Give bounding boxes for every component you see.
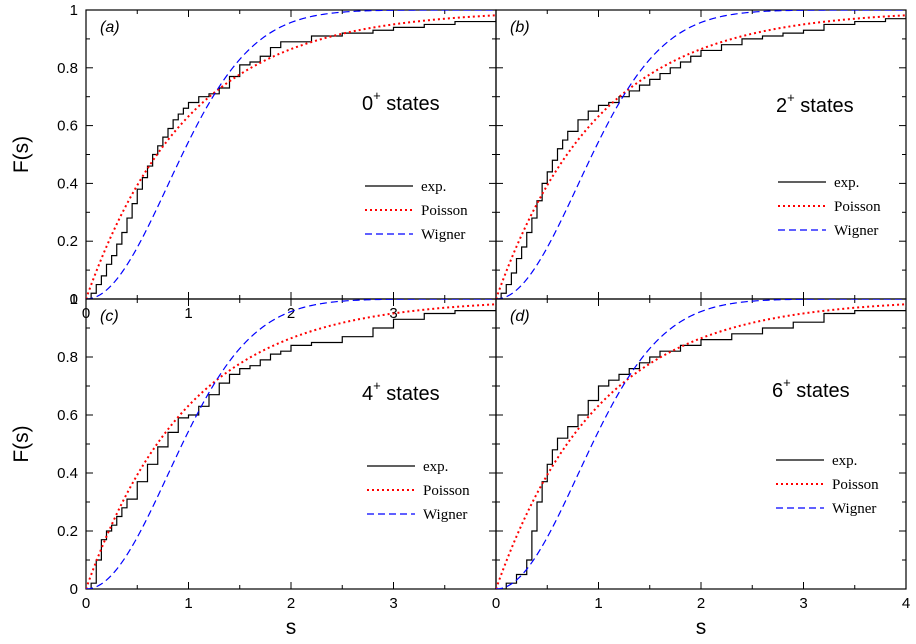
series-wigner-line <box>496 299 906 589</box>
panel-label: (d) <box>510 308 530 325</box>
y-tick-label: 0 <box>70 581 78 598</box>
legend-entry: Poisson <box>423 483 470 499</box>
state-superscript: + <box>373 378 381 393</box>
legend-entry: exp. <box>832 453 857 469</box>
legend-entry: Poisson <box>832 477 879 493</box>
series-wigner-line <box>496 10 906 299</box>
state-suffix: states <box>795 95 854 117</box>
state-superscript: + <box>787 90 795 105</box>
x-tick-label: 2 <box>287 305 295 322</box>
state-label: 6+ states <box>772 375 850 402</box>
state-label: 0+ states <box>362 88 440 115</box>
state-superscript: + <box>783 375 791 390</box>
legend-entry: Wigner <box>832 501 876 517</box>
panel-label: (c) <box>100 308 119 325</box>
panel-2: (b) 2+ states exp. Poisson Wigner <box>495 9 907 300</box>
legend-entry: Wigner <box>423 507 467 523</box>
state-superscript: + <box>373 88 381 103</box>
x-tick-label: 0 <box>492 595 500 612</box>
panel-1: 0 1 2 300.20.40.60.81F(s)(a)0+ statesexp.Po… <box>10 2 497 322</box>
y-tick-label: 0.6 <box>57 407 78 424</box>
x-tick-label: 4 <box>902 595 910 612</box>
series-wigner-line <box>86 299 496 589</box>
legend-entry: Poisson <box>834 199 881 215</box>
panel-label: (a) <box>100 19 120 36</box>
legend-entry: exp. <box>423 459 448 475</box>
series-wigner-line <box>86 10 496 299</box>
state-suffix: states <box>791 380 850 402</box>
panel-4: 0 1 2 3 4 s (d) 6+ states exp. Poisson Wigner <box>492 298 910 639</box>
series-poisson-line <box>496 14 906 299</box>
y-tick-label: 0.6 <box>57 118 78 135</box>
x-tick-label: 1 <box>594 595 602 612</box>
y-axis-title: F(s) <box>10 136 33 173</box>
y-tick-label: 0.2 <box>57 233 78 250</box>
state-number: 0 <box>362 93 373 115</box>
legend-entry: Wigner <box>421 227 465 243</box>
legend-entry: exp. <box>834 175 859 191</box>
state-number: 4 <box>362 383 373 405</box>
panel-label: (b) <box>510 19 530 36</box>
y-tick-label: 0.2 <box>57 523 78 540</box>
x-tick-label: 2 <box>697 595 705 612</box>
state-suffix: states <box>381 383 440 405</box>
x-tick-label: 1 <box>184 595 192 612</box>
panel-3: 0 1 2 300.20.40.60.81F(s)s(c)4+ statesexp.P… <box>10 291 497 639</box>
series-exp-line <box>496 15 906 299</box>
x-tick-label: 3 <box>799 595 807 612</box>
series-exp-line <box>86 18 496 299</box>
y-tick-label: 0.4 <box>57 465 78 482</box>
y-tick-label: 1 <box>70 291 78 308</box>
y-axis-title: F(s) <box>10 425 33 462</box>
state-label: 4+ states <box>362 378 440 405</box>
y-tick-label: 0.4 <box>57 175 78 192</box>
state-number: 6 <box>772 380 783 402</box>
legend-entry: Wigner <box>834 223 878 239</box>
x-axis-title: s <box>696 616 707 639</box>
legend-entry: exp. <box>421 179 446 195</box>
y-tick-label: 0.8 <box>57 349 78 366</box>
legend-entry: Poisson <box>421 203 468 219</box>
y-tick-label: 1 <box>70 2 78 19</box>
series-exp-line <box>86 307 496 589</box>
state-label: 2+ states <box>776 90 854 117</box>
x-tick-label: 2 <box>287 595 295 612</box>
x-tick-label: 0 <box>82 595 90 612</box>
state-suffix: states <box>381 93 440 115</box>
y-tick-label: 0.8 <box>57 60 78 77</box>
x-tick-label: 3 <box>389 595 397 612</box>
series-exp-line <box>496 307 906 589</box>
y-tick-label: 0 <box>70 291 78 308</box>
series-poisson-line <box>496 303 906 589</box>
state-number: 2 <box>776 95 787 117</box>
series-poisson-line <box>86 14 496 299</box>
x-axis-title: s <box>286 616 297 639</box>
series-poisson-line <box>86 303 496 589</box>
plot-frame <box>85 298 497 590</box>
x-tick-label: 1 <box>184 305 192 322</box>
plot-frame <box>85 9 497 300</box>
